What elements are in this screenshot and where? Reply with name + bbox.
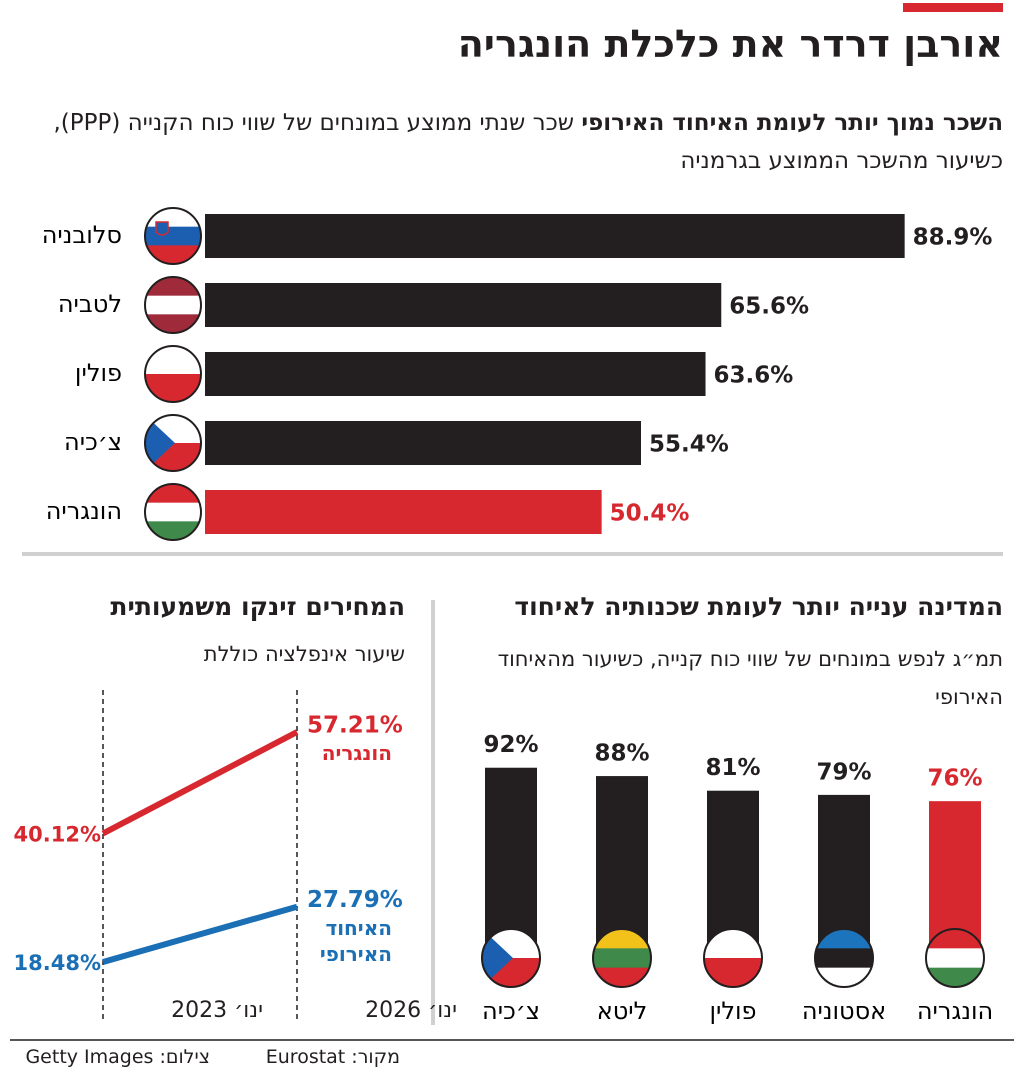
flag-stripe <box>145 295 201 315</box>
flag-border <box>703 928 763 988</box>
category-label: הונגריה <box>46 497 122 525</box>
category-label: אסטוניה <box>802 997 886 1025</box>
flag-icon <box>144 483 202 541</box>
flag-icon <box>592 928 652 988</box>
series-label: האיחוד האירופי <box>319 915 392 966</box>
flag-stripe <box>145 226 201 246</box>
flag-triangle <box>145 415 175 471</box>
bar <box>205 214 905 258</box>
flag-stripe <box>145 346 201 375</box>
category-label: ליטא <box>597 997 648 1025</box>
flag-triangle <box>482 929 513 987</box>
chart-heading: השכר נמוך יותר לעומת האיחוד האירופי שכר … <box>18 104 1003 180</box>
bar <box>205 490 602 534</box>
flag-stripe <box>145 484 201 504</box>
flag-border <box>144 345 202 403</box>
flag-icon <box>703 928 763 988</box>
value-label: 18.48% <box>14 951 101 975</box>
series-line <box>101 729 299 837</box>
flag-icon <box>144 276 202 334</box>
flag-border <box>481 928 541 988</box>
flag-stripe <box>145 208 201 228</box>
chart-subtitle: שיעור אינפלציה כוללת <box>203 642 405 666</box>
flag-icon <box>814 928 874 988</box>
value-label: 92% <box>483 732 538 758</box>
category-label: סלובניה <box>42 221 122 249</box>
category-label: צ׳כיה <box>482 997 540 1025</box>
category-label: לטביה <box>58 290 122 318</box>
series-label: הונגריה <box>321 741 392 765</box>
flag-icon <box>925 928 985 988</box>
bar <box>205 352 706 396</box>
accent-bar <box>903 3 1003 12</box>
x-tick-label: ינו׳ 2026 <box>365 998 457 1023</box>
chart-subtitle: שכר שנתי ממוצע במונחים של שווי כוח הקניי… <box>53 110 1003 174</box>
value-label: 88.9% <box>913 225 993 251</box>
chart-title: השכר נמוך יותר לעומת האיחוד האירופי <box>581 110 1003 136</box>
value-label: 65.6% <box>729 294 809 320</box>
flag-border <box>144 414 202 472</box>
value-label: 27.79% <box>307 887 403 913</box>
category-label: הונגריה <box>917 997 993 1025</box>
category-label: פולין <box>75 359 122 387</box>
bar <box>205 283 722 327</box>
flag-stripe <box>145 502 201 522</box>
value-label: 81% <box>705 755 760 781</box>
bar <box>485 767 537 960</box>
bar <box>205 421 641 465</box>
page-title: אורבן דרדר את כלכלת הונגריה <box>457 22 1003 66</box>
flag-icon <box>144 414 202 472</box>
value-label: 76% <box>927 766 982 792</box>
x-tick-label: ינו׳ 2023 <box>171 998 263 1023</box>
value-label: 50.4% <box>610 501 690 527</box>
value-label: 55.4% <box>649 432 729 458</box>
photo-credit: צילום: Getty Images <box>25 1046 210 1068</box>
flag-border <box>814 928 874 988</box>
value-label: 40.12% <box>14 822 101 846</box>
flag-icon <box>481 928 541 988</box>
flag-stripe <box>145 374 201 402</box>
flag-border <box>592 928 652 988</box>
chart-title: המדינה ענייה יותר לעומת שכנותיה לאיחוד <box>514 592 1003 621</box>
series-line <box>102 903 298 965</box>
flag-stripe <box>926 948 984 969</box>
chart-title: המחירים זינקו משמעותית <box>110 592 405 621</box>
flag-crest <box>155 221 169 236</box>
flag-stripe <box>145 277 201 297</box>
value-label: 79% <box>816 759 871 785</box>
flag-border <box>925 928 985 988</box>
flag-border <box>144 207 202 265</box>
flag-stripe <box>704 958 762 987</box>
flag-icon <box>144 207 202 265</box>
value-label: 63.6% <box>714 363 794 389</box>
flag-icon <box>144 345 202 403</box>
flag-stripe <box>815 948 873 969</box>
flag-border <box>144 483 202 541</box>
chart-subtitle: תמ״ג לנפש במונחים של שווי כוח קנייה, כשי… <box>497 647 1003 709</box>
source-note: מקור: Eurostat <box>265 1046 400 1068</box>
value-label: 88% <box>594 741 649 767</box>
category-label: צ׳כיה <box>64 428 122 456</box>
category-label: פולין <box>709 997 756 1025</box>
flag-border <box>144 276 202 334</box>
flag-stripe <box>593 948 651 969</box>
value-label: 57.21% <box>307 713 403 739</box>
